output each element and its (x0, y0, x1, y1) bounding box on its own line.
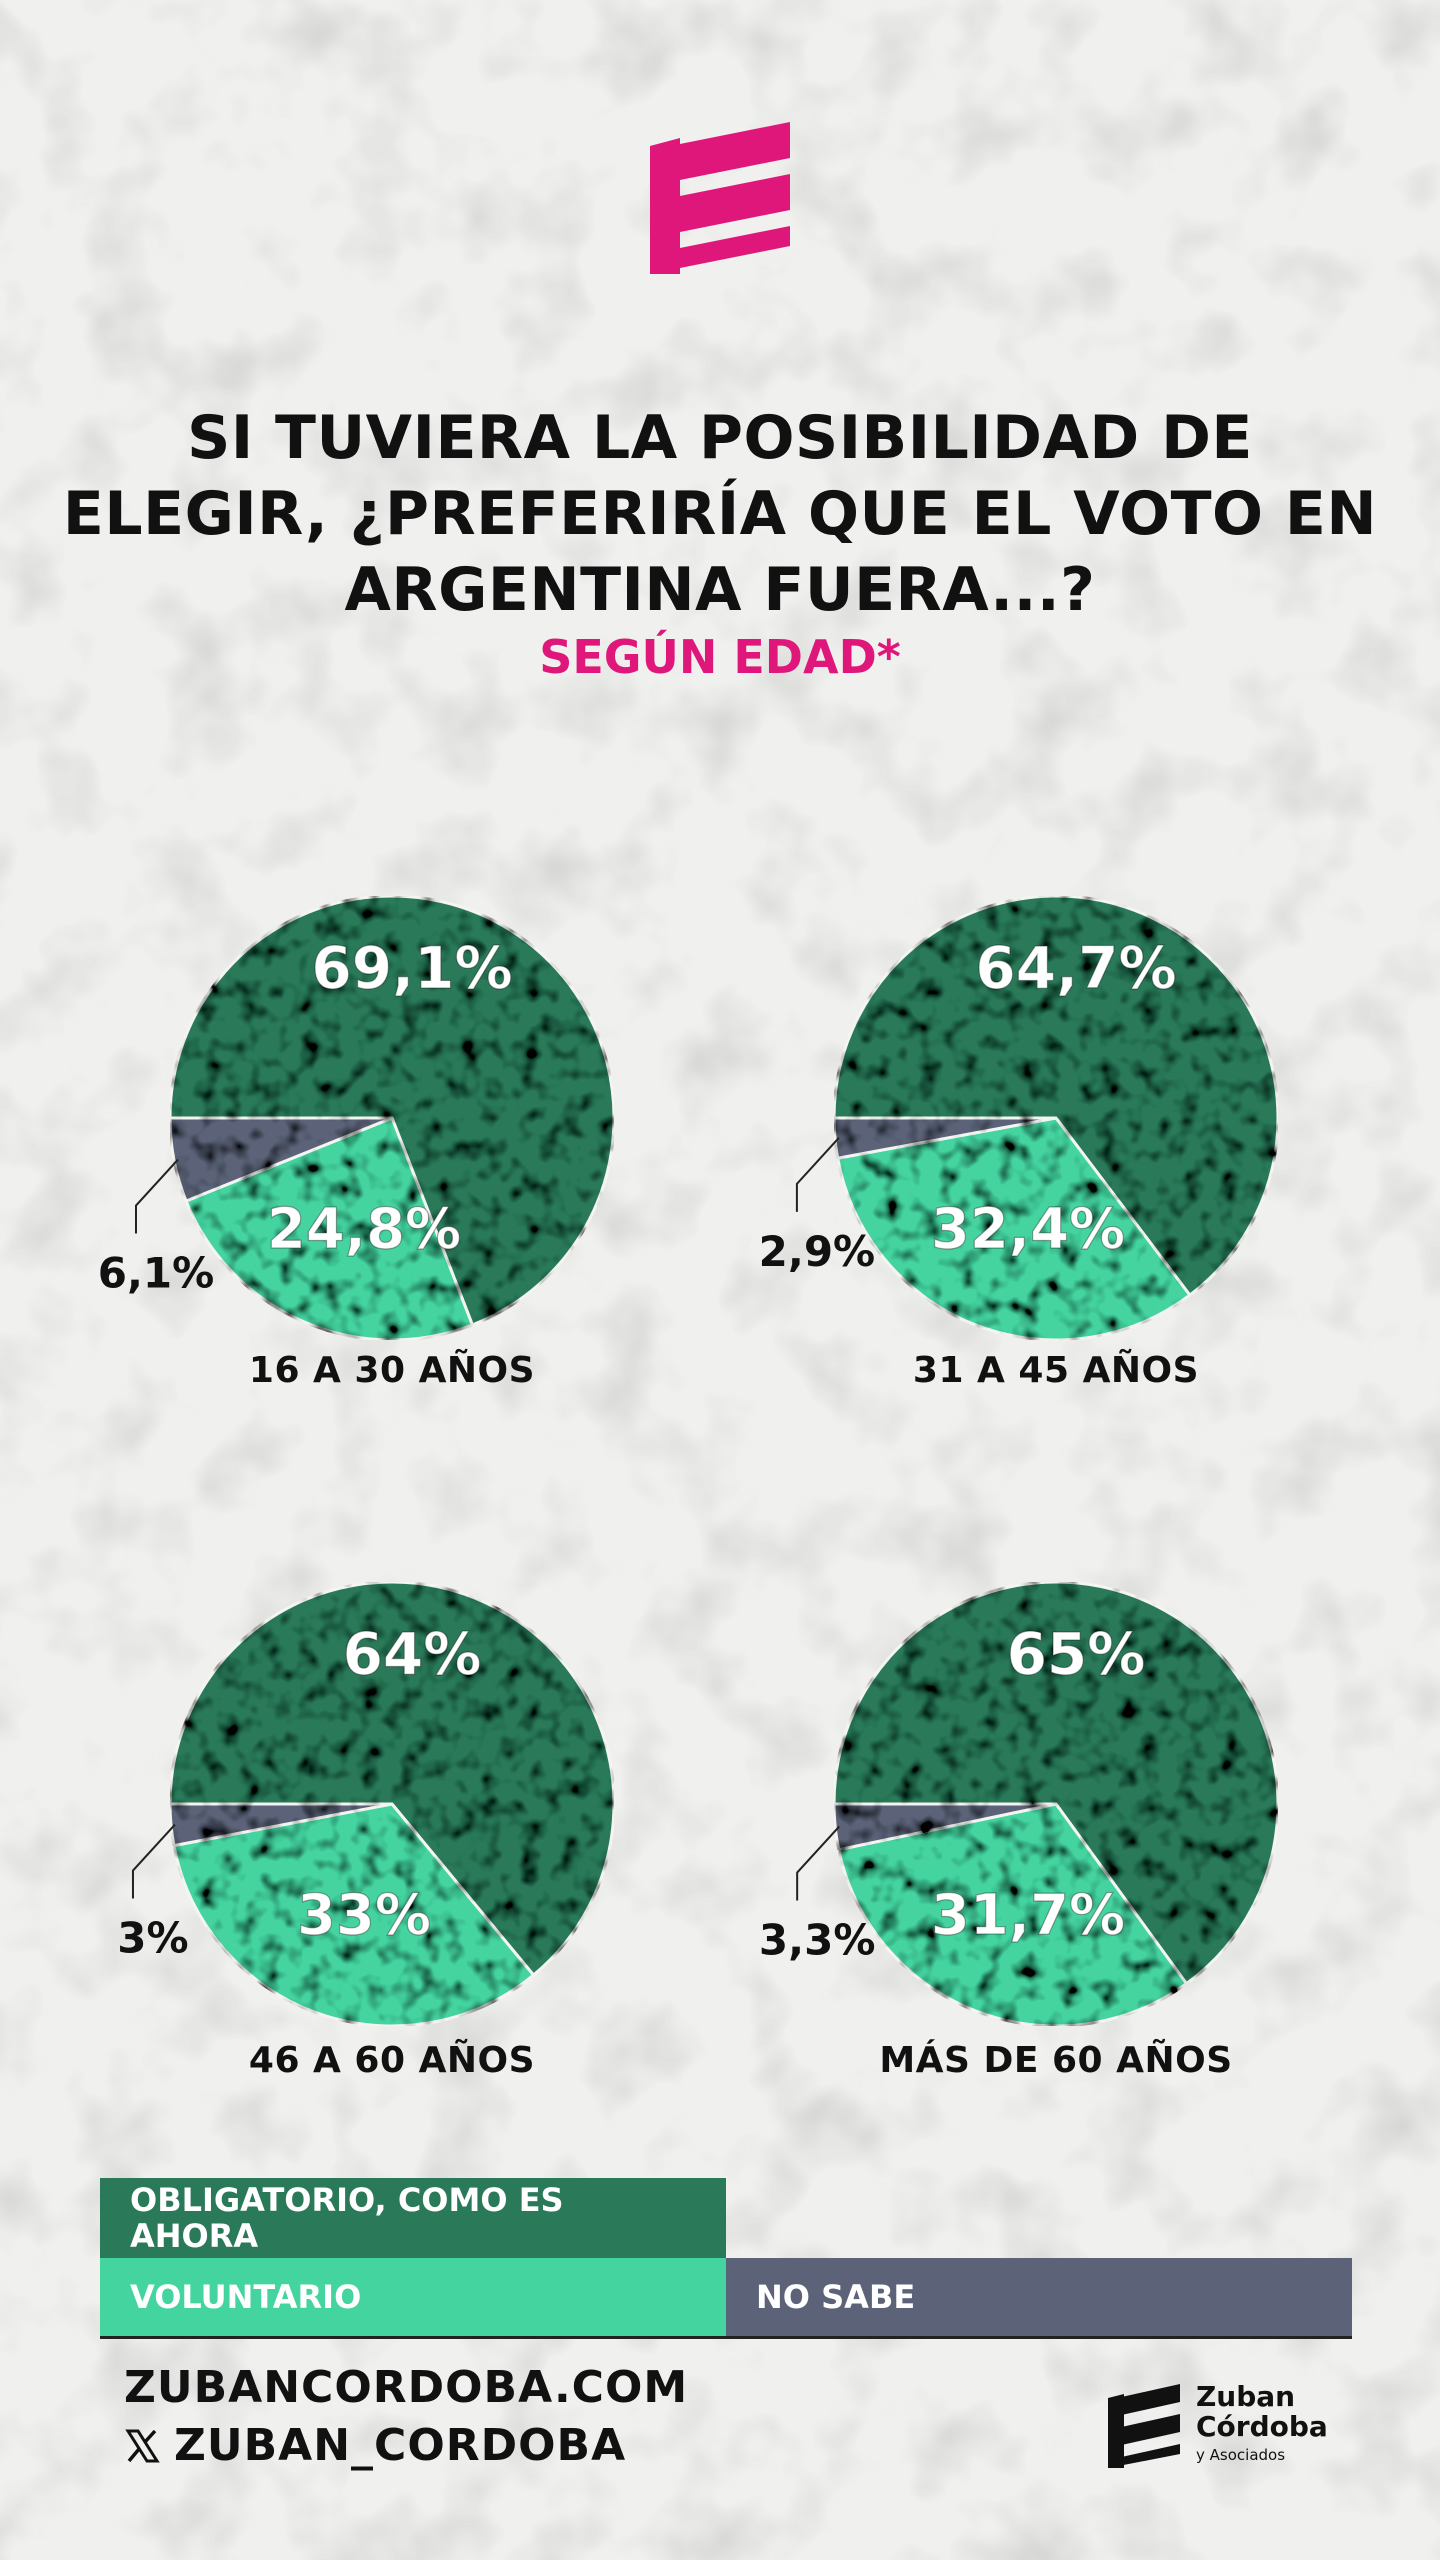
title-line-1: SI TUVIERA LA POSIBILIDAD DE (187, 403, 1253, 473)
legend-label-voluntario: VOLUNTARIO (130, 2278, 362, 2316)
title-line-3: ARGENTINA FUERA...? (344, 555, 1096, 625)
pie-label-voluntario: 32,4% (931, 1197, 1125, 1262)
brand-logo-icon (1108, 2384, 1180, 2468)
pie-chart-4: 65% 31,7% 3,3% (759, 1580, 1280, 2028)
pie-label-no-sabe: 3,3% (759, 1916, 875, 1965)
legend-label-obligatorio: OBLIGATORIO, COMO ES AHORA (130, 2181, 564, 2255)
leader-line-no-sabe (134, 1158, 179, 1234)
chart-caption-3: 46 A 60 AÑOS (248, 2040, 536, 2081)
footer-social-handle: ZUBAN_CORDOBA (174, 2420, 627, 2471)
pie-chart-1: 69,1% 24,8% 6,1% (98, 894, 616, 1342)
pie-slice-obligatorio (832, 894, 1280, 1298)
legend-item-no-sabe: NO SABE (726, 2258, 1352, 2336)
pie-slice-no-sabe (168, 1116, 393, 1203)
pie-chart-3: 64% 33% 3% (117, 1580, 616, 2028)
pie-slice-obligatorio (168, 894, 616, 1327)
pie-slice-voluntario (835, 1116, 1192, 1342)
pie-slice-voluntario (836, 1802, 1189, 2028)
pie-label-no-sabe: 6,1% (98, 1249, 214, 1298)
footer-website[interactable]: ZUBANCORDOBA.COM (124, 2362, 689, 2413)
brand-name-line-2: Córdoba (1196, 2410, 1328, 2443)
page-subtitle: SEGÚN EDAD* (539, 630, 901, 684)
pie-label-no-sabe: 2,9% (759, 1227, 875, 1276)
pie-label-obligatorio: 65% (1007, 1620, 1146, 1688)
chart-caption-1: 16 A 30 AÑOS (248, 1350, 536, 1391)
x-icon (125, 2429, 160, 2462)
leader-line-no-sabe (131, 1823, 176, 1899)
brand-name-line-1: Zuban (1196, 2380, 1296, 2413)
chart-caption-2: 31 A 45 AÑOS (912, 1350, 1200, 1391)
brand-logo: Zuban Córdoba y Asociados (1104, 2378, 1328, 2474)
pie-slice-no-sabe (832, 1116, 1057, 1160)
brand-name: Zuban Córdoba (1196, 2382, 1328, 2442)
logo-icon (650, 122, 790, 274)
pie-label-voluntario: 31,7% (931, 1883, 1125, 1948)
pie-label-obligatorio: 69,1% (311, 934, 512, 1002)
chart-caption-4: MÁS DE 60 AÑOS (879, 2040, 1233, 2081)
legend: OBLIGATORIO, COMO ES AHORA VOLUNTARIO NO… (100, 2178, 1352, 2338)
pie-slice-obligatorio (832, 1580, 1280, 1986)
legend-item-obligatorio: OBLIGATORIO, COMO ES AHORA (100, 2178, 726, 2258)
legend-label-no-sabe: NO SABE (756, 2278, 916, 2316)
leader-line-no-sabe (795, 1137, 840, 1212)
pie-label-voluntario: 33% (297, 1883, 431, 1948)
pie-slice-voluntario (172, 1802, 536, 2028)
pie-slice-no-sabe (168, 1802, 393, 1848)
pie-label-no-sabe: 3% (117, 1914, 188, 1963)
pie-label-obligatorio: 64% (343, 1620, 482, 1688)
pie-slice-no-sabe (832, 1802, 1057, 1852)
legend-item-voluntario: VOLUNTARIO (100, 2258, 726, 2336)
pie-label-voluntario: 24,8% (267, 1197, 461, 1262)
leader-line-no-sabe (796, 1825, 840, 1901)
page-title: SI TUVIERA LA POSIBILIDAD DE ELEGIR, ¿PR… (60, 400, 1380, 628)
pie-chart-2: 64,7% 32,4% 2,9% (759, 894, 1280, 1342)
footer-social[interactable]: ZUBAN_CORDOBA (124, 2420, 626, 2471)
pie-slice-obligatorio (168, 1580, 616, 1978)
title-line-2: ELEGIR, ¿PREFERIRÍA QUE EL VOTO EN (62, 479, 1378, 549)
pie-label-obligatorio: 64,7% (975, 934, 1176, 1002)
legend-divider (100, 2336, 1352, 2339)
brand-sub: y Asociados (1196, 2446, 1286, 2464)
